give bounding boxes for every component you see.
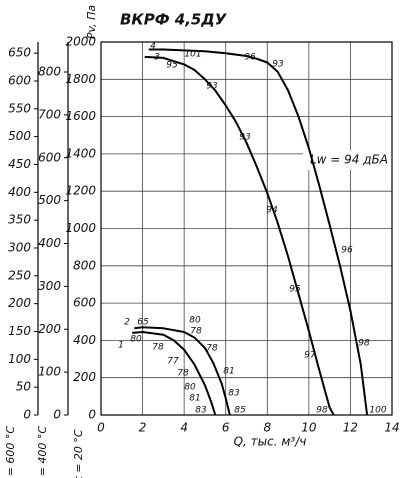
- x-axis-label: Q, тыс. м³/ч: [234, 435, 307, 449]
- y-tick-label: 700: [38, 107, 61, 121]
- curve-label: 2: [124, 318, 130, 328]
- curve: [144, 55, 335, 416]
- axis-temp-label: t = 600 °C: [4, 426, 17, 478]
- y-tick-label: 0: [53, 408, 61, 422]
- curve-label: 80: [184, 383, 196, 393]
- curve-label: 83: [195, 406, 207, 416]
- y-tick-label: 550: [8, 101, 31, 115]
- axis-temp-label: t = 400 °C: [36, 426, 49, 478]
- x-tick-label: 0: [97, 421, 105, 435]
- curve-label: 4: [150, 42, 156, 52]
- curve-label: 81: [189, 394, 200, 404]
- curve: [134, 326, 231, 416]
- curve-label: 85: [234, 406, 246, 416]
- curve-label: 93: [206, 82, 218, 92]
- curve-label: 93: [239, 133, 251, 143]
- curve-label: 93: [272, 60, 284, 70]
- y-axis-label: Pv, Па: [85, 5, 98, 40]
- curve-label: 80: [189, 316, 201, 326]
- y-tick-label: 200: [73, 370, 96, 384]
- plot-frame: [100, 41, 393, 416]
- curve: [132, 331, 217, 416]
- y-tick-label: 600: [38, 150, 61, 164]
- curve-label: 83: [228, 389, 240, 399]
- y-tick-label: 50: [16, 380, 32, 394]
- y-tick-label: 800: [73, 258, 96, 272]
- chart-title: ВКРФ 4,5ДУ: [120, 11, 228, 29]
- y-tick-label: 0: [88, 408, 96, 422]
- x-tick-label: 6: [222, 421, 230, 435]
- y-tick-label: 350: [8, 213, 31, 227]
- x-tick-label: 10: [301, 421, 317, 435]
- y-tick-label: 600: [8, 73, 31, 87]
- y-tick-label: 200: [8, 296, 31, 310]
- curve-label: 98: [358, 339, 370, 349]
- y-tick-label: 1800: [65, 72, 96, 86]
- y-tick-label: 800: [38, 65, 61, 79]
- curve-label: 78: [152, 343, 164, 353]
- curve-label: 3: [154, 53, 160, 63]
- y-tick-label: 1200: [65, 184, 96, 198]
- y-tick-label: 450: [8, 157, 31, 171]
- y-tick-label: 200: [38, 322, 61, 336]
- curve-label: 65: [137, 318, 149, 328]
- y-tick-label: 1000: [65, 221, 96, 235]
- curve-label: 1: [118, 341, 124, 351]
- curve-label: 96: [244, 53, 256, 63]
- curve-label: 78: [190, 327, 202, 337]
- y-tick-label: 1600: [65, 109, 96, 123]
- y-tick-label: 100: [8, 352, 31, 366]
- y-tick-label: 2000: [65, 35, 96, 49]
- y-tick-label: 100: [38, 365, 61, 379]
- y-tick-label: 300: [38, 279, 61, 293]
- curve-label: 98: [316, 406, 328, 416]
- y-tick-label: 0: [23, 408, 31, 422]
- y-tick-label: 400: [73, 333, 96, 347]
- y-tick-label: 400: [8, 185, 31, 199]
- y-tick-label: 650: [8, 46, 31, 60]
- y-tick-label: 1400: [65, 146, 96, 160]
- y-tick-label: 500: [8, 129, 31, 143]
- note: Lw = 94 дБА: [310, 153, 388, 167]
- curve-label: 95: [289, 285, 301, 295]
- curve-label: 96: [341, 246, 353, 256]
- curve-label: 80: [130, 335, 142, 345]
- curve-label: 94: [266, 206, 278, 216]
- axis-temp-label: t = 20 °C: [72, 429, 85, 478]
- curve-label: 78: [177, 369, 189, 379]
- x-tick-label: 2: [139, 421, 147, 435]
- curve-label: 95: [166, 61, 178, 71]
- y-tick-label: 400: [38, 236, 61, 250]
- curve-label: 100: [369, 406, 386, 416]
- y-tick-label: 600: [73, 296, 96, 310]
- x-tick-label: 4: [180, 421, 188, 435]
- x-tick-label: 14: [384, 421, 399, 435]
- y-tick-label: 300: [8, 240, 31, 254]
- curve-label: 81: [223, 367, 234, 377]
- curve-label: 97: [304, 351, 316, 361]
- x-tick-label: 8: [263, 421, 271, 435]
- note-box: [303, 150, 395, 170]
- curve-label: 78: [206, 344, 218, 354]
- y-tick-label: 500: [38, 193, 61, 207]
- curve-label: 77: [167, 357, 179, 367]
- x-tick-label: 12: [343, 421, 358, 435]
- curve-label: 101: [184, 50, 201, 60]
- curve: [148, 48, 369, 416]
- y-tick-label: 250: [8, 268, 31, 282]
- y-tick-label: 150: [8, 324, 31, 338]
